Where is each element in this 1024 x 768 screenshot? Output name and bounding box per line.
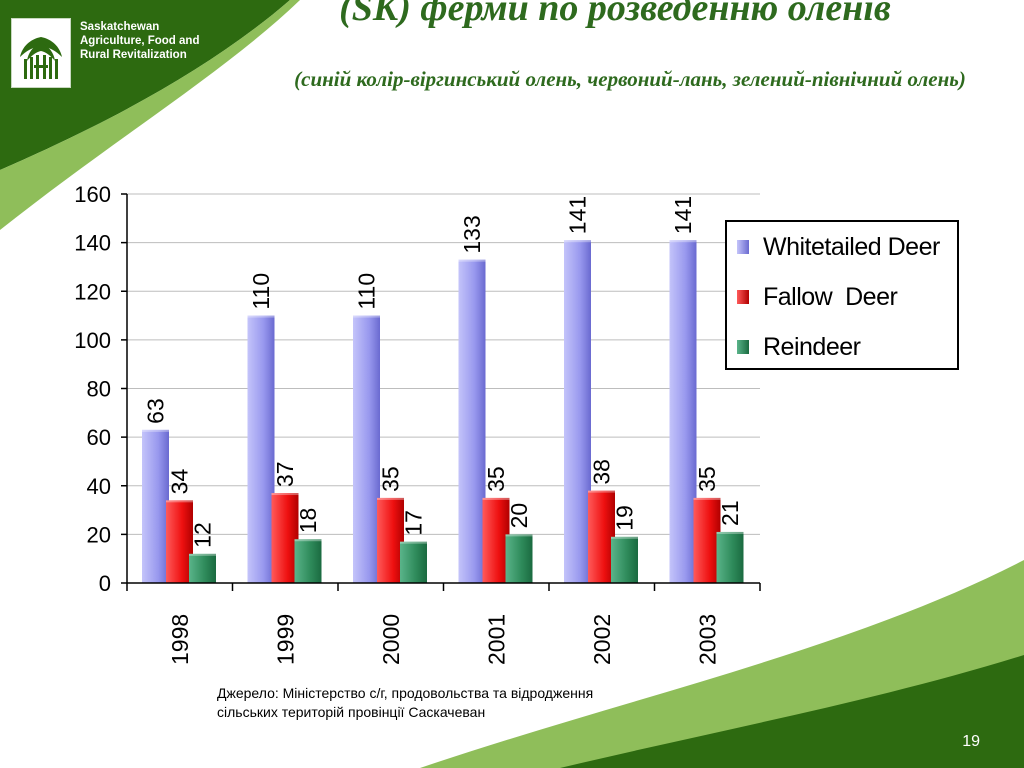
x-category-label: 2003: [694, 614, 720, 665]
data-label: 20: [506, 503, 532, 529]
source-line: Джерело: Міністерство с/г, продовольства…: [217, 685, 594, 701]
y-tick-label: 0: [99, 571, 111, 596]
y-tick-label: 100: [74, 328, 111, 353]
data-label: 35: [694, 466, 720, 492]
legend-label: Whitetailed Deer: [763, 232, 940, 261]
data-label: 35: [483, 466, 509, 492]
page-number: 19: [962, 733, 980, 750]
organization-name: Saskatchewan Agriculture, Food and Rural…: [80, 21, 200, 61]
bar-whitetailed-deer: [458, 259, 486, 583]
bar-top-highlight: [669, 240, 697, 243]
wheat-sheaf-icon: [20, 37, 62, 79]
data-label: 37: [272, 461, 298, 487]
legend-swatch: [737, 240, 749, 254]
bar-fallow-deer: [271, 493, 299, 583]
bar-top-highlight: [189, 553, 216, 556]
bar-top-highlight: [294, 539, 322, 542]
data-label: 17: [401, 510, 427, 536]
y-tick-label: 160: [74, 182, 111, 207]
bar-whitetailed-deer: [353, 315, 380, 583]
y-tick-label: 140: [74, 231, 111, 256]
bar-reindeer: [294, 539, 322, 583]
bar-top-highlight: [505, 534, 533, 537]
data-label: 18: [295, 508, 321, 534]
legend-item-fallow: Fallow Deer: [737, 282, 898, 312]
bar-reindeer: [611, 536, 638, 583]
x-category-label: 1998: [167, 614, 193, 665]
y-tick-label: 60: [87, 425, 111, 450]
source-note: Джерело: Міністерство с/г, продовольства…: [217, 684, 737, 722]
bar-top-highlight: [271, 493, 299, 496]
chart-legend: Whitetailed Deer Fallow Deer Reindeer: [725, 220, 959, 370]
legend-item-reindeer: Reindeer: [737, 332, 861, 362]
x-category-label: 2001: [483, 614, 509, 665]
y-tick-label: 120: [74, 279, 111, 304]
data-label: 110: [354, 273, 380, 310]
logo: [11, 18, 71, 88]
bar-top-highlight: [353, 315, 380, 318]
bar-reindeer: [400, 541, 427, 583]
bar-reindeer: [189, 553, 216, 583]
bar-top-highlight: [400, 541, 427, 544]
legend-label: Reindeer: [763, 332, 861, 361]
legend-swatch: [737, 340, 749, 354]
bar-reindeer: [505, 534, 533, 583]
bar-fallow-deer: [377, 497, 404, 583]
bar-reindeer: [716, 531, 744, 583]
slide-title: (SK) ферми по розведенню оленів: [339, 0, 891, 29]
x-category-label: 2000: [378, 614, 404, 665]
data-label: 12: [190, 522, 216, 548]
legend-label: Fallow Deer: [763, 282, 898, 311]
data-label: 110: [248, 273, 274, 310]
bar-fallow-deer: [166, 500, 193, 583]
y-tick-label: 80: [87, 377, 111, 402]
bar-top-highlight: [482, 497, 510, 500]
bar-top-highlight: [166, 500, 193, 503]
bar-fallow-deer: [693, 497, 721, 583]
y-tick-label: 20: [87, 522, 111, 547]
data-label: 35: [378, 466, 404, 492]
bar-fallow-deer: [588, 490, 615, 583]
legend-item-whitetailed: Whitetailed Deer: [737, 232, 940, 262]
bar-whitetailed-deer: [564, 240, 591, 583]
bar-top-highlight: [716, 531, 744, 534]
legend-swatch: [737, 290, 749, 304]
bar-top-highlight: [611, 536, 638, 539]
bar-whitetailed-deer: [247, 315, 275, 583]
x-category-label: 1999: [272, 614, 298, 665]
data-label: 38: [589, 459, 615, 485]
data-label: 141: [670, 196, 696, 234]
bar-whitetailed-deer: [669, 240, 697, 583]
bar-whitetailed-deer: [142, 429, 169, 583]
bar-top-highlight: [458, 259, 486, 262]
slide-subtitle: (синій колір-віргинський олень, червоний…: [294, 67, 966, 91]
data-label: 21: [717, 500, 743, 526]
bar-top-highlight: [564, 240, 591, 243]
bar-fallow-deer: [482, 497, 510, 583]
data-label: 141: [565, 196, 591, 234]
bar-top-highlight: [377, 497, 404, 500]
y-tick-label: 40: [87, 474, 111, 499]
bar-top-highlight: [588, 490, 615, 493]
source-line: сільських територій провінції Саскачеван: [217, 704, 486, 720]
data-label: 133: [459, 215, 485, 253]
x-category-label: 2002: [589, 614, 615, 665]
data-label: 34: [167, 469, 193, 495]
data-label: 19: [612, 505, 638, 531]
bar-top-highlight: [142, 429, 169, 432]
data-label: 63: [143, 398, 169, 424]
bar-top-highlight: [247, 315, 275, 318]
bar-top-highlight: [693, 497, 721, 500]
